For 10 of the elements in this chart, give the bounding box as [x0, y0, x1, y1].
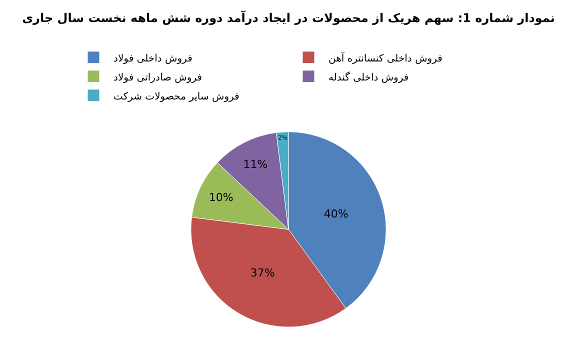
legend-label: فروش داخلی کنسانتره آهن: [328, 51, 443, 64]
data-label: 11%: [243, 158, 268, 171]
data-label: 37%: [250, 266, 275, 280]
chart-title: نمودار شماره 1: سهم هریک از محصولات در ایجاد درآمد دوره شش ماهه نخست سال جاری: [22, 10, 555, 25]
data-label: 10%: [208, 191, 234, 204]
legend-label: فروش داخلی گندله: [328, 71, 409, 84]
legend-label: فروش داخلی فولاد: [114, 53, 193, 64]
legend-label: فروش سایر محصولات شرکت: [114, 91, 240, 102]
data-label: 40%: [324, 207, 348, 220]
legend-label: فروش صادراتی فولاد: [114, 72, 202, 84]
